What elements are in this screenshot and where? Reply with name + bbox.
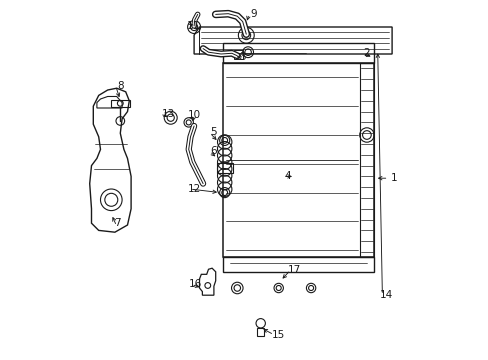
Text: 7: 7	[114, 218, 121, 228]
Text: 15: 15	[271, 330, 285, 340]
Text: 8: 8	[117, 81, 123, 91]
Text: 12: 12	[187, 184, 200, 194]
Bar	[223, 257, 373, 272]
Text: 3: 3	[239, 52, 245, 62]
Text: 4: 4	[284, 171, 290, 181]
Text: 1: 1	[390, 173, 396, 183]
Text: 13: 13	[162, 109, 175, 120]
Text: 14: 14	[379, 290, 392, 300]
Text: 6: 6	[210, 146, 217, 156]
Text: 5: 5	[210, 127, 217, 138]
Bar	[359, 63, 373, 257]
Bar	[233, 50, 242, 59]
Bar	[223, 63, 373, 257]
Text: 2: 2	[363, 48, 369, 58]
Bar	[223, 43, 373, 63]
Text: 9: 9	[250, 9, 256, 19]
Text: 10: 10	[187, 110, 200, 120]
Bar	[257, 328, 264, 336]
Text: 11: 11	[186, 21, 200, 31]
Text: 17: 17	[288, 265, 301, 275]
Text: 16: 16	[189, 279, 202, 289]
Bar	[111, 100, 129, 107]
Bar	[216, 163, 232, 173]
